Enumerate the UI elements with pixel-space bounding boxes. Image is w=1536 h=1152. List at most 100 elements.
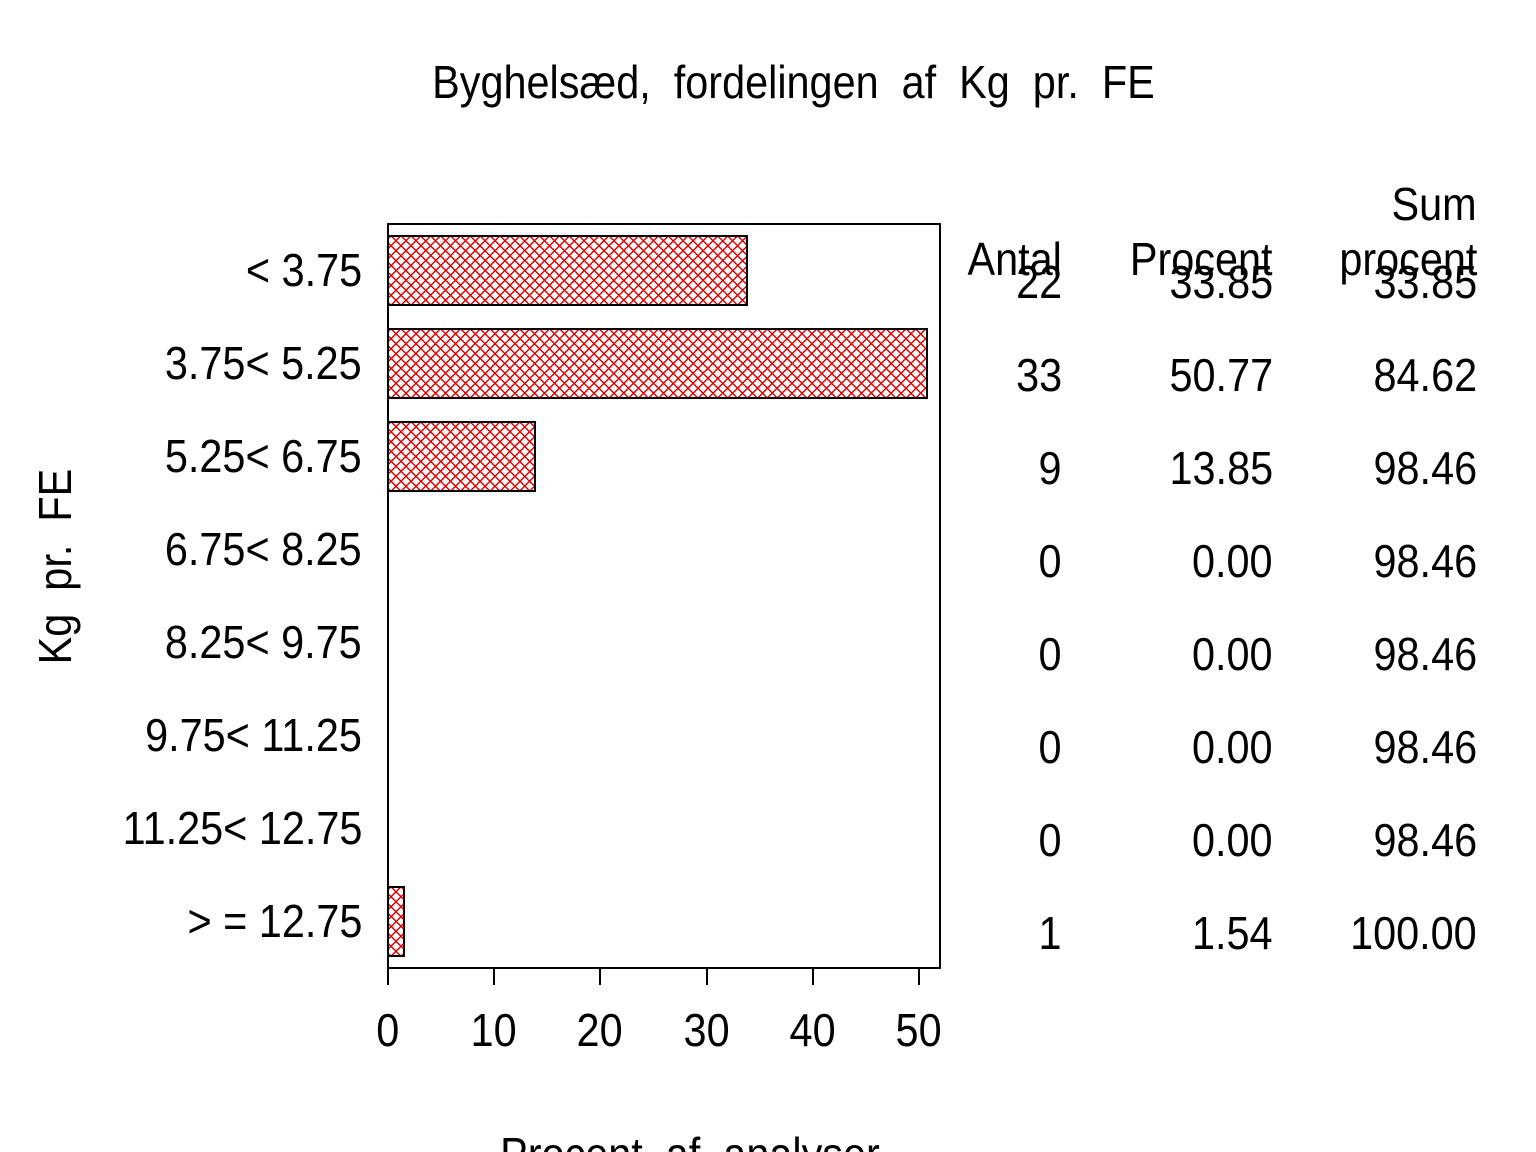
cell-sum-1: 84.62 bbox=[1177, 352, 1477, 398]
cell-procent-7-text: 1.54 bbox=[1192, 907, 1273, 959]
cell-procent-1: 50.77 bbox=[973, 352, 1273, 398]
x-tick-label-0: 0 bbox=[318, 1007, 458, 1053]
table-header-sum-line1-text: Sum bbox=[1391, 178, 1477, 230]
cell-antal-5-text: 0 bbox=[1038, 721, 1062, 773]
table-header-sum-line2: procent bbox=[1177, 190, 1477, 328]
x-tick-label-50-text: 50 bbox=[895, 1004, 943, 1056]
cell-sum-4-text: 98.46 bbox=[1373, 628, 1477, 680]
x-tick-mark-30 bbox=[706, 969, 708, 985]
cell-antal-7-text: 1 bbox=[1038, 907, 1062, 959]
bar-1 bbox=[387, 328, 928, 399]
x-tick-label-40: 40 bbox=[743, 1007, 883, 1053]
chart-title: Byghelsæd, fordelingen af Kg pr. FE bbox=[0, 13, 1536, 151]
cell-antal-3-text: 0 bbox=[1038, 535, 1062, 587]
x-tick-label-10-text: 10 bbox=[470, 1004, 518, 1056]
y-category-label-3: 6.75< 8.25 bbox=[22, 526, 362, 572]
cell-sum-0: 33.85 bbox=[1177, 259, 1477, 305]
cell-procent-1-text: 50.77 bbox=[1169, 349, 1273, 401]
cell-sum-3-text: 98.46 bbox=[1373, 535, 1477, 587]
table-header-procent-text: Procent bbox=[1130, 233, 1273, 285]
cell-procent-6-text: 0.00 bbox=[1192, 814, 1273, 866]
cell-antal-4: 0 bbox=[762, 631, 1062, 677]
x-axis-title-text: Procent af analyser bbox=[500, 1131, 880, 1152]
cell-procent-0-text: 33.85 bbox=[1169, 256, 1273, 308]
y-category-label-6: 11.25< 12.75 bbox=[22, 805, 362, 851]
y-category-label-6-text: 11.25< 12.75 bbox=[122, 802, 362, 854]
table-header-procent: Procent bbox=[973, 190, 1273, 328]
x-tick-label-50: 50 bbox=[849, 1007, 989, 1053]
cell-procent-5: 0.00 bbox=[973, 724, 1273, 770]
cell-procent-2: 13.85 bbox=[973, 445, 1273, 491]
y-axis-title: Kg pr. FE bbox=[0, 458, 124, 726]
x-tick-label-10: 10 bbox=[424, 1007, 564, 1053]
x-tick-mark-40 bbox=[812, 969, 814, 985]
y-category-label-4-text: 8.25< 9.75 bbox=[165, 616, 362, 668]
y-category-label-7: > = 12.75 bbox=[22, 898, 362, 944]
plot-area bbox=[387, 223, 941, 969]
cell-antal-2: 9 bbox=[762, 445, 1062, 491]
x-tick-label-20: 20 bbox=[530, 1007, 670, 1053]
table-header-sum-line2-text: procent bbox=[1338, 233, 1477, 285]
x-tick-mark-10 bbox=[493, 969, 495, 985]
x-tick-mark-0 bbox=[387, 969, 389, 985]
bar-7 bbox=[387, 886, 405, 957]
x-tick-mark-20 bbox=[599, 969, 601, 985]
cell-sum-3: 98.46 bbox=[1177, 538, 1477, 584]
y-category-label-5: 9.75< 11.25 bbox=[22, 712, 362, 758]
table-header-antal: Antal bbox=[762, 190, 1062, 328]
cell-procent-2-text: 13.85 bbox=[1169, 442, 1273, 494]
cell-sum-2: 98.46 bbox=[1177, 445, 1477, 491]
table-header-sum-line1: Sum bbox=[1177, 135, 1477, 273]
y-category-label-3-text: 6.75< 8.25 bbox=[165, 523, 362, 575]
cell-sum-0-text: 33.85 bbox=[1373, 256, 1477, 308]
cell-antal-6-text: 0 bbox=[1038, 814, 1062, 866]
y-category-label-1: 3.75< 5.25 bbox=[22, 340, 362, 386]
y-category-label-1-text: 3.75< 5.25 bbox=[165, 337, 362, 389]
x-tick-mark-50 bbox=[918, 969, 920, 985]
table-header-antal-text: Antal bbox=[967, 233, 1062, 285]
cell-antal-0: 22 bbox=[762, 259, 1062, 305]
cell-sum-7: 100.00 bbox=[1177, 910, 1477, 956]
cell-procent-0: 33.85 bbox=[973, 259, 1273, 305]
y-category-label-2: 5.25< 6.75 bbox=[22, 433, 362, 479]
y-category-label-0-text: < 3.75 bbox=[245, 244, 362, 296]
x-tick-label-30-text: 30 bbox=[683, 1004, 731, 1056]
y-category-label-2-text: 5.25< 6.75 bbox=[165, 430, 362, 482]
cell-antal-6: 0 bbox=[762, 817, 1062, 863]
bar-2 bbox=[387, 421, 536, 492]
cell-procent-4: 0.00 bbox=[973, 631, 1273, 677]
x-tick-label-20-text: 20 bbox=[576, 1004, 624, 1056]
cell-antal-1: 33 bbox=[762, 352, 1062, 398]
chart-title-text: Byghelsæd, fordelingen af Kg pr. FE bbox=[432, 56, 1155, 108]
x-axis-title: Procent af analyser bbox=[387, 1085, 941, 1152]
cell-antal-2-text: 9 bbox=[1038, 442, 1062, 494]
cell-sum-6-text: 98.46 bbox=[1373, 814, 1477, 866]
cell-procent-3: 0.00 bbox=[973, 538, 1273, 584]
cell-procent-5-text: 0.00 bbox=[1192, 721, 1273, 773]
cell-antal-3: 0 bbox=[762, 538, 1062, 584]
cell-sum-6: 98.46 bbox=[1177, 817, 1477, 863]
y-category-label-5-text: 9.75< 11.25 bbox=[145, 709, 362, 761]
cell-procent-7: 1.54 bbox=[973, 910, 1273, 956]
cell-sum-1-text: 84.62 bbox=[1373, 349, 1477, 401]
cell-sum-5-text: 98.46 bbox=[1373, 721, 1477, 773]
x-tick-label-0-text: 0 bbox=[376, 1004, 400, 1056]
cell-sum-4: 98.46 bbox=[1177, 631, 1477, 677]
cell-antal-5: 0 bbox=[762, 724, 1062, 770]
x-tick-label-40-text: 40 bbox=[789, 1004, 837, 1056]
cell-antal-1-text: 33 bbox=[1015, 349, 1062, 401]
cell-antal-7: 1 bbox=[762, 910, 1062, 956]
cell-antal-4-text: 0 bbox=[1038, 628, 1062, 680]
cell-procent-3-text: 0.00 bbox=[1192, 535, 1273, 587]
cell-sum-5: 98.46 bbox=[1177, 724, 1477, 770]
cell-antal-0-text: 22 bbox=[1015, 256, 1062, 308]
y-category-label-7-text: > = 12.75 bbox=[187, 895, 362, 947]
cell-procent-6: 0.00 bbox=[973, 817, 1273, 863]
x-tick-label-30: 30 bbox=[637, 1007, 777, 1053]
bar-0 bbox=[387, 235, 748, 306]
cell-sum-2-text: 98.46 bbox=[1373, 442, 1477, 494]
cell-sum-7-text: 100.00 bbox=[1350, 907, 1477, 959]
y-category-label-0: < 3.75 bbox=[22, 247, 362, 293]
y-category-label-4: 8.25< 9.75 bbox=[22, 619, 362, 665]
